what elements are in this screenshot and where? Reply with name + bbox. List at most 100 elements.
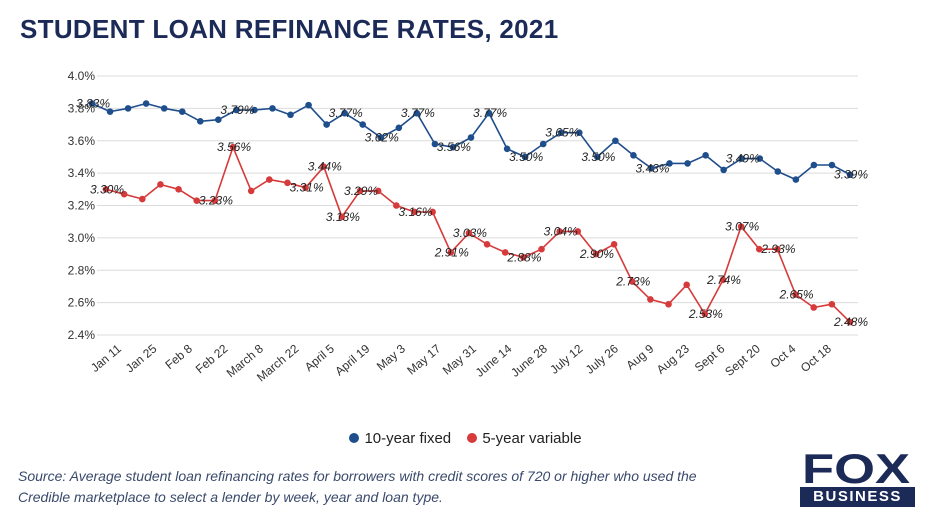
x-tick-label: Oct 18 [798, 341, 834, 375]
data-point [792, 176, 800, 183]
data-point [284, 179, 291, 187]
x-tick-label: Aug 9 [623, 341, 656, 372]
x-tick-label: April 5 [302, 341, 337, 374]
series-line-5-year-variable [105, 146, 851, 323]
data-point [229, 143, 237, 151]
data-label: 3.43% [635, 161, 669, 175]
data-point [323, 121, 330, 128]
data-point [320, 163, 328, 170]
data-label: 3.77% [401, 106, 435, 120]
x-tick-label: May 17 [404, 341, 443, 377]
data-point [628, 278, 636, 285]
data-label: 3.79% [220, 103, 254, 117]
data-point [520, 253, 527, 261]
data-point [465, 229, 473, 237]
data-label: 3.77% [473, 106, 507, 120]
data-point [305, 101, 312, 109]
data-point [251, 106, 258, 114]
y-tick-label: 3.8% [68, 101, 96, 115]
data-point [106, 108, 114, 115]
data-point [287, 111, 294, 119]
fox-logo-text: FOX [802, 447, 910, 487]
data-label: 3.50% [509, 150, 543, 164]
data-label: 2.88% [506, 250, 541, 264]
data-point [302, 184, 309, 191]
data-point [178, 108, 186, 115]
data-point [138, 195, 146, 203]
data-label: 3.56% [437, 140, 471, 154]
data-point [701, 310, 709, 318]
fox-logo-icon: FOX [802, 447, 910, 487]
data-point [215, 116, 222, 124]
data-point [266, 176, 273, 183]
data-point [610, 241, 618, 248]
data-point [501, 249, 509, 256]
data-label: 3.77% [329, 106, 363, 120]
data-label: 3.49% [726, 152, 760, 166]
source-note: Source: Average student loan refinancing… [18, 468, 697, 505]
data-label: 3.30% [90, 182, 124, 196]
data-point [411, 208, 418, 216]
y-tick-label: 2.4% [68, 328, 96, 342]
legend-item-10-year-fixed: 10-year fixed [349, 430, 451, 447]
legend: 10-year fixed 5-year variable [0, 430, 931, 447]
data-point [665, 300, 672, 308]
data-point [374, 187, 382, 195]
y-tick-label: 3.0% [68, 231, 96, 245]
data-point [341, 109, 348, 117]
data-point [719, 276, 727, 284]
data-label: 2.91% [434, 245, 469, 259]
y-axis: 4.0% 3.8% 3.6% 3.4% 3.2% 3.0% 2.8% 2.6% 2.4% [68, 69, 96, 342]
data-point [702, 152, 709, 159]
y-tick-label: 2.6% [68, 296, 96, 310]
data-point [756, 155, 764, 162]
data-point [647, 296, 654, 303]
data-point [160, 105, 168, 112]
data-point [211, 197, 219, 204]
data-label: 2.53% [688, 307, 723, 321]
data-point [792, 291, 799, 298]
data-label: 3.44% [308, 160, 342, 174]
x-tick-label: May 3 [374, 341, 408, 373]
data-point [846, 318, 854, 326]
legend-item-5-year-variable: 5-year variable [467, 430, 582, 447]
chart-title: STUDENT LOAN REFINANCE RATES, 2021 [20, 14, 559, 44]
data-point [574, 228, 582, 235]
x-tick-label: Jan 25 [123, 341, 160, 375]
line-chart: 4.0% 3.8% 3.6% 3.4% 3.2% 3.0% 2.8% 2.6% 2.4% Jan… [68, 69, 869, 384]
data-point [755, 245, 763, 253]
data-label: 2.74% [706, 273, 741, 287]
data-label: 3.29% [344, 184, 378, 198]
data-label: 3.39% [834, 168, 868, 182]
data-point [774, 245, 781, 253]
data-point [431, 140, 439, 148]
x-tick-label: June 28 [508, 341, 550, 379]
data-point [521, 153, 529, 161]
y-tick-label: 4.0% [68, 69, 96, 83]
data-point [774, 168, 782, 175]
data-point [557, 129, 565, 136]
series-line-10-year-fixed [91, 102, 851, 181]
x-tick-label: April 19 [332, 341, 372, 378]
business-logo-text: BUSINESS [800, 487, 915, 507]
data-point [737, 223, 745, 230]
data-point [467, 134, 475, 141]
x-tick-label: June 14 [473, 341, 515, 379]
data-point [124, 105, 132, 112]
x-tick-label: July 26 [583, 341, 621, 376]
legend-label: 5-year variable [482, 430, 582, 447]
data-label: 3.56% [217, 140, 251, 154]
data-point [157, 181, 164, 188]
data-point [594, 153, 601, 161]
data-label: 2.65% [779, 288, 814, 302]
legend-dot-icon [467, 433, 478, 444]
x-tick-label: Oct 4 [767, 341, 798, 370]
data-point [142, 100, 150, 107]
data-label: 3.07% [725, 220, 759, 234]
y-tick-label: 2.8% [68, 263, 96, 277]
data-label: 2.90% [579, 247, 614, 261]
data-point [102, 186, 110, 193]
data-point [810, 304, 818, 311]
data-point [592, 250, 600, 258]
data-point [429, 208, 436, 216]
